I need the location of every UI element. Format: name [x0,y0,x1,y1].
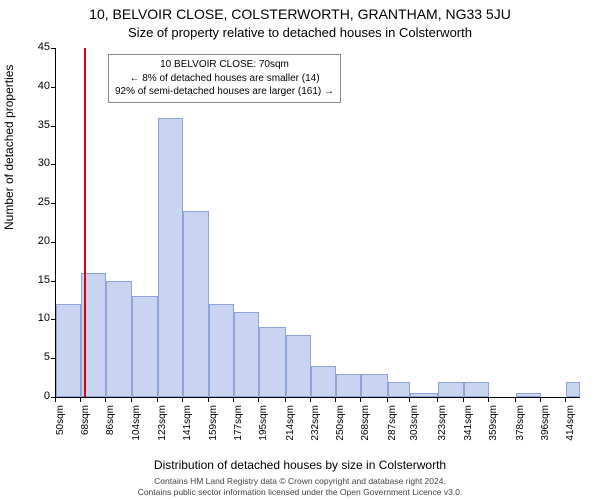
x-tick-label: 214sqm [285,405,296,445]
y-tick-mark [51,203,55,204]
x-tick-label: 50sqm [55,405,66,445]
y-axis-label: Number of detached properties [2,65,16,230]
x-tick-mark [463,398,464,402]
x-tick-mark [540,398,541,402]
x-tick-label: 341sqm [463,405,474,445]
x-tick-mark [488,398,489,402]
chart-subtitle: Size of property relative to detached ho… [0,25,600,40]
x-tick-mark [387,398,388,402]
y-tick-label: 0 [20,390,50,402]
x-tick-mark [360,398,361,402]
x-tick-mark [258,398,259,402]
x-tick-mark [409,398,410,402]
histogram-bar [132,296,159,397]
x-tick-label: 141sqm [182,405,193,445]
x-tick-mark [565,398,566,402]
info-line-3: 92% of semi-detached houses are larger (… [115,85,334,99]
x-tick-mark [310,398,311,402]
y-tick-label: 15 [20,274,50,286]
histogram-bar [209,304,234,397]
y-tick-label: 25 [20,196,50,208]
x-tick-label: 414sqm [565,405,576,445]
x-tick-mark [55,398,56,402]
histogram-bar [311,366,336,397]
x-tick-label: 195sqm [258,405,269,445]
y-tick-label: 40 [20,80,50,92]
x-tick-label: 104sqm [131,405,142,445]
x-tick-label: 303sqm [409,405,420,445]
y-tick-label: 10 [20,312,50,324]
x-tick-label: 123sqm [157,405,168,445]
x-tick-mark [285,398,286,402]
y-tick-label: 45 [20,41,50,53]
y-tick-label: 30 [20,157,50,169]
y-tick-mark [51,319,55,320]
histogram-bar [183,211,208,397]
x-tick-label: 359sqm [488,405,499,445]
y-tick-mark [51,164,55,165]
histogram-bar [259,327,286,397]
y-tick-mark [51,242,55,243]
histogram-bar [56,304,81,397]
y-tick-mark [51,358,55,359]
y-tick-mark [51,281,55,282]
property-info-box: 10 BELVOIR CLOSE: 70sqm← 8% of detached … [108,54,341,103]
info-line-2: ← 8% of detached houses are smaller (14) [115,72,334,86]
footer-attribution: Contains HM Land Registry data © Crown c… [0,476,600,498]
y-tick-mark [51,126,55,127]
histogram-bar [464,382,489,398]
x-tick-label: 68sqm [80,405,91,445]
x-tick-mark [515,398,516,402]
y-tick-mark [51,48,55,49]
histogram-bar [410,393,438,397]
histogram-bar [286,335,311,397]
histogram-bar [234,312,259,397]
histogram-bar [566,382,580,398]
histogram-bar [388,382,410,398]
chart-container: 10, BELVOIR CLOSE, COLSTERWORTH, GRANTHA… [0,0,600,500]
x-tick-label: 232sqm [310,405,321,445]
histogram-bar [106,281,131,397]
histogram-bar [158,118,183,397]
x-tick-label: 86sqm [105,405,116,445]
footer-line-1: Contains HM Land Registry data © Crown c… [0,476,600,487]
info-line-1: 10 BELVOIR CLOSE: 70sqm [115,58,334,72]
x-tick-label: 396sqm [540,405,551,445]
x-tick-mark [233,398,234,402]
x-tick-mark [131,398,132,402]
y-tick-label: 20 [20,235,50,247]
y-tick-label: 35 [20,119,50,131]
x-tick-mark [157,398,158,402]
x-tick-label: 177sqm [233,405,244,445]
y-tick-mark [51,87,55,88]
x-axis-label: Distribution of detached houses by size … [0,458,600,472]
x-tick-label: 378sqm [515,405,526,445]
x-tick-mark [208,398,209,402]
chart-title: 10, BELVOIR CLOSE, COLSTERWORTH, GRANTHA… [0,6,600,22]
x-tick-mark [335,398,336,402]
y-tick-label: 5 [20,351,50,363]
histogram-bar [438,382,463,398]
footer-line-2: Contains public sector information licen… [0,487,600,498]
x-tick-mark [437,398,438,402]
histogram-bar [336,374,361,397]
x-tick-mark [182,398,183,402]
x-tick-label: 159sqm [208,405,219,445]
histogram-bar [516,393,541,397]
x-tick-mark [80,398,81,402]
property-marker-line [84,48,86,397]
x-tick-label: 250sqm [335,405,346,445]
x-tick-mark [105,398,106,402]
x-tick-label: 268sqm [360,405,371,445]
plot-area: 10 BELVOIR CLOSE: 70sqm← 8% of detached … [55,48,580,398]
x-tick-label: 323sqm [437,405,448,445]
histogram-bar [361,374,388,397]
x-tick-label: 287sqm [387,405,398,445]
